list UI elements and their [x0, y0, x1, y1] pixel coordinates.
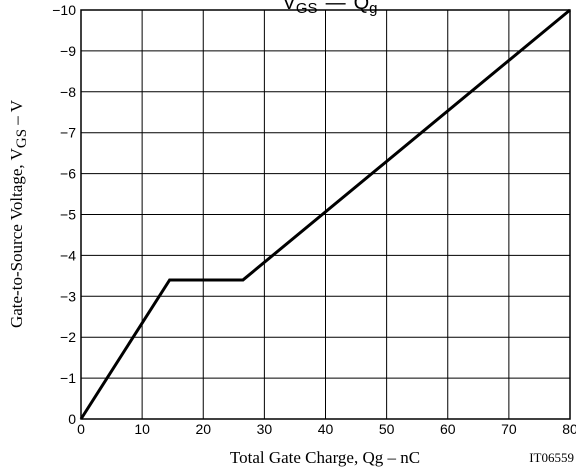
- chart-title: VGS — Qg: [283, 0, 378, 17]
- y-tick-label: −10: [52, 2, 76, 18]
- x-tick-label: 40: [318, 421, 334, 437]
- plot-frame: [80, 9, 571, 420]
- y-tick-label: −8: [60, 84, 76, 100]
- y-axis-label-sub: GS: [14, 129, 30, 148]
- x-tick-label: 60: [440, 421, 456, 437]
- y-axis-label-main: Gate-to-Source Voltage, V: [7, 147, 26, 328]
- grid-lines: [81, 10, 570, 419]
- x-tick-label: 80: [562, 421, 576, 437]
- y-tick-label: −7: [60, 125, 76, 141]
- chart-title-q: Q: [354, 0, 370, 14]
- y-tick-label: 0: [68, 411, 76, 427]
- chart-title-v: V: [283, 0, 297, 14]
- chart-title-v-sub: GS: [296, 0, 318, 17]
- x-tick-label: 50: [379, 421, 395, 437]
- y-tick-label: −2: [60, 329, 76, 345]
- y-tick-label: −1: [60, 370, 76, 386]
- x-tick-label: 0: [77, 421, 85, 437]
- x-tick-label: 30: [257, 421, 273, 437]
- y-axis-label-unit: – V: [7, 99, 26, 129]
- y-tick-label: −6: [60, 166, 76, 182]
- y-tick-label: −9: [60, 43, 76, 59]
- y-tick-label: −5: [60, 207, 76, 223]
- figure-reference: IT06559: [529, 450, 574, 465]
- x-tick-label: 20: [195, 421, 211, 437]
- x-axis-label: Total Gate Charge, Qg – nC: [230, 448, 420, 467]
- y-tick-label: −3: [60, 288, 76, 304]
- y-tick-labels: 0 −1 −2 −3 −4 −5 −6 −7 −8 −9 −10: [52, 2, 76, 427]
- x-tick-label: 70: [501, 421, 517, 437]
- chart-title-sep: —: [326, 0, 346, 14]
- x-tick-labels: 0 10 20 30 40 50 60 70 80: [77, 421, 576, 437]
- y-axis-label: Gate-to-Source Voltage, VGS – V: [7, 99, 30, 328]
- x-tick-label: 10: [134, 421, 150, 437]
- y-tick-label: −4: [60, 247, 76, 263]
- chart-title-q-sub: g: [369, 0, 377, 17]
- vgs-series-line: [79, 8, 571, 420]
